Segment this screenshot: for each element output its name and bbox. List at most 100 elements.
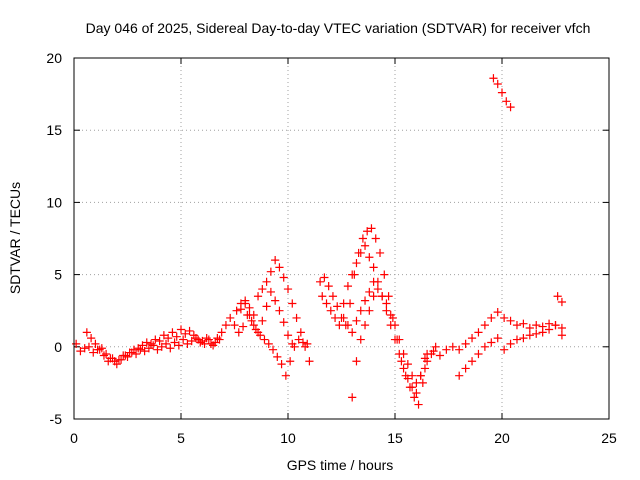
- data-point: [176, 325, 186, 334]
- data-point: [333, 302, 342, 311]
- data-point: [551, 321, 560, 330]
- data-point: [298, 338, 308, 347]
- data-point: [408, 383, 417, 392]
- data-point: [316, 277, 325, 286]
- data-point: [258, 284, 267, 294]
- data-point: [232, 306, 241, 315]
- data-point: [412, 388, 421, 398]
- data-point: [146, 339, 156, 349]
- y-tick-labels: -5 0 5 10 15 20: [46, 50, 62, 427]
- data-point: [519, 319, 528, 328]
- data-point: [435, 351, 445, 360]
- x-axis-label: GPS time / hours: [287, 457, 394, 473]
- y-tick-label: 15: [46, 122, 62, 138]
- data-point: [266, 287, 275, 297]
- data-point: [493, 79, 502, 89]
- data-point: [164, 334, 173, 343]
- data-point: [172, 332, 181, 341]
- data-point: [211, 338, 220, 347]
- data-point: [202, 334, 211, 343]
- data-point: [121, 351, 130, 360]
- data-point: [301, 342, 310, 351]
- data-point: [134, 344, 143, 353]
- data-point: [369, 292, 378, 301]
- data-point: [245, 310, 254, 320]
- data-point: [339, 313, 348, 323]
- data-point: [170, 338, 179, 347]
- data-point: [420, 354, 430, 363]
- data-point: [264, 339, 273, 349]
- data-point: [262, 302, 271, 311]
- data-point: [116, 355, 126, 364]
- data-point: [318, 292, 327, 301]
- data-point: [108, 354, 117, 363]
- data-point: [348, 270, 357, 279]
- plot-frame: [73, 57, 610, 420]
- data-point: [420, 364, 430, 373]
- data-point: [358, 234, 367, 243]
- data-point: [386, 310, 395, 320]
- data-point: [76, 347, 85, 356]
- data-point: [399, 364, 408, 373]
- x-tick-label: 5: [177, 430, 185, 446]
- data-point: [461, 339, 470, 349]
- data-point: [532, 329, 541, 338]
- y-tick-label: -5: [50, 411, 63, 427]
- data-point: [448, 342, 457, 351]
- data-point: [253, 292, 263, 301]
- data-point: [187, 336, 196, 346]
- data-point: [260, 335, 269, 344]
- data-point: [174, 341, 183, 350]
- x-tick-label: 0: [70, 430, 78, 446]
- axis-ticks: [73, 57, 610, 420]
- data-point: [221, 321, 231, 330]
- data-point: [238, 322, 248, 331]
- data-point: [367, 224, 376, 233]
- data-point: [423, 349, 432, 359]
- data-point: [360, 296, 370, 305]
- data-point: [185, 326, 194, 336]
- data-point: [339, 299, 348, 308]
- data-point: [348, 393, 357, 402]
- data-point: [382, 306, 391, 315]
- data-point: [326, 306, 335, 315]
- data-point: [99, 351, 109, 360]
- y-tick-label: 0: [54, 339, 62, 355]
- data-point: [382, 299, 391, 308]
- data-point: [500, 345, 509, 354]
- data-point: [390, 321, 400, 330]
- data-point: [292, 313, 301, 323]
- data-point: [138, 341, 147, 350]
- data-point: [403, 374, 412, 383]
- data-point: [179, 335, 188, 344]
- data-point: [403, 360, 412, 369]
- data-points: [72, 74, 567, 409]
- data-point: [236, 305, 246, 314]
- data-point: [277, 360, 286, 369]
- y-axis-label: SDTVAR / TECUs: [7, 182, 23, 294]
- data-point: [365, 287, 374, 297]
- data-point: [467, 357, 477, 366]
- data-point: [455, 371, 464, 380]
- data-point: [397, 357, 406, 366]
- data-point: [380, 270, 389, 279]
- data-point: [189, 331, 198, 340]
- data-point: [140, 347, 149, 356]
- data-point: [89, 348, 98, 357]
- data-point: [348, 328, 357, 337]
- data-point: [363, 227, 372, 236]
- data-point: [373, 284, 382, 294]
- data-point: [544, 325, 554, 334]
- grid-lines: [74, 58, 609, 419]
- data-point: [557, 323, 567, 333]
- data-point: [112, 360, 121, 369]
- data-point: [416, 371, 425, 380]
- data-point: [159, 331, 168, 340]
- data-point: [399, 349, 408, 359]
- data-point: [506, 339, 515, 349]
- y-tick-label: 20: [46, 50, 62, 66]
- x-tick-label: 15: [387, 430, 403, 446]
- data-point: [487, 313, 496, 323]
- data-point: [395, 335, 404, 344]
- data-point: [352, 258, 361, 268]
